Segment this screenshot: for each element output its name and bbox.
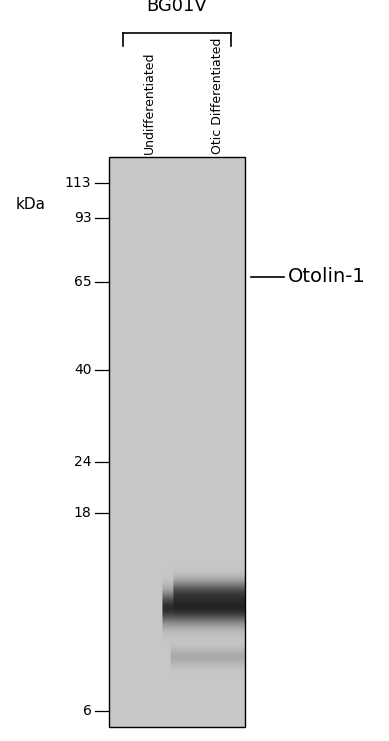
Text: 18: 18 [74,506,91,520]
Text: BG01V: BG01V [147,0,207,15]
Text: Undifferentiated: Undifferentiated [143,51,156,154]
Text: 65: 65 [74,275,91,289]
Text: 24: 24 [74,454,91,468]
Text: 113: 113 [65,176,91,190]
Text: kDa: kDa [16,197,46,212]
Text: 6: 6 [82,704,91,718]
Text: Otic Differentiated: Otic Differentiated [211,38,224,154]
Text: 40: 40 [74,362,91,376]
Text: Otolin-1: Otolin-1 [288,268,366,286]
Bar [109,158,245,727]
Text: 93: 93 [74,210,91,225]
